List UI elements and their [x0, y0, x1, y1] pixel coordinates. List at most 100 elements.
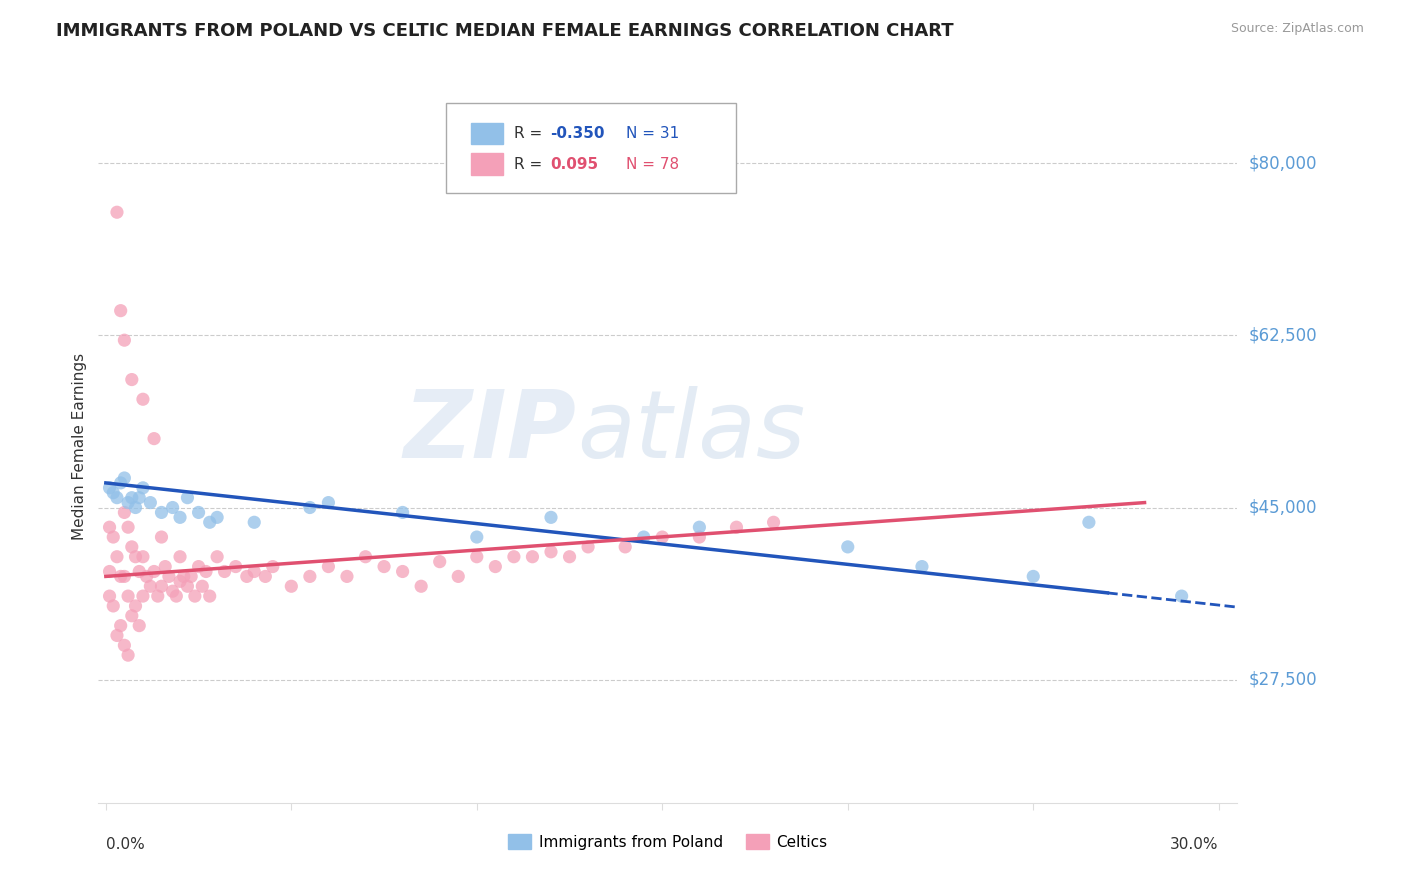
Point [98, 481, 121, 495]
Point [112, 333, 135, 347]
Point [132, 481, 155, 495]
Point [725, 520, 748, 534]
Point [688, 530, 710, 544]
Point [503, 549, 526, 564]
Point [112, 638, 135, 652]
Point [540, 510, 562, 524]
Legend: Immigrants from Poland, Celtics: Immigrants from Poland, Celtics [502, 828, 834, 855]
Point [173, 569, 195, 583]
Point [162, 584, 184, 599]
Text: -0.350: -0.350 [551, 126, 605, 141]
Point [184, 589, 207, 603]
Point [254, 569, 277, 583]
Point [110, 475, 132, 490]
Point [558, 549, 581, 564]
Point [121, 540, 143, 554]
Point [176, 579, 198, 593]
Point [169, 510, 191, 524]
Point [354, 549, 377, 564]
Point [1170, 589, 1192, 603]
Point [103, 530, 125, 544]
Point [112, 505, 135, 519]
Point [191, 579, 214, 593]
Text: $45,000: $45,000 [1249, 499, 1317, 516]
Point [124, 549, 146, 564]
Text: 30.0%: 30.0% [1170, 838, 1219, 852]
Point [117, 520, 139, 534]
Point [187, 505, 209, 519]
Point [614, 540, 637, 554]
Point [117, 589, 139, 603]
Point [103, 485, 125, 500]
Point [128, 565, 150, 579]
Text: ZIP: ZIP [404, 385, 576, 478]
Point [128, 618, 150, 632]
Point [391, 505, 413, 519]
Point [105, 205, 128, 219]
Point [243, 516, 266, 530]
Point [214, 565, 236, 579]
Y-axis label: Median Female Earnings: Median Female Earnings [72, 352, 87, 540]
Point [651, 530, 673, 544]
Text: $27,500: $27,500 [1249, 671, 1317, 689]
Point [112, 569, 135, 583]
Point [98, 520, 121, 534]
Point [105, 549, 128, 564]
Point [157, 569, 180, 583]
Point [336, 569, 359, 583]
Point [280, 579, 302, 593]
Point [465, 530, 488, 544]
Point [540, 545, 562, 559]
Point [298, 569, 321, 583]
Text: $80,000: $80,000 [1249, 154, 1317, 172]
Point [150, 579, 173, 593]
Text: IMMIGRANTS FROM POLAND VS CELTIC MEDIAN FEMALE EARNINGS CORRELATION CHART: IMMIGRANTS FROM POLAND VS CELTIC MEDIAN … [56, 22, 953, 40]
Point [139, 579, 162, 593]
Point [688, 520, 710, 534]
Point [1022, 569, 1045, 583]
Point [169, 549, 191, 564]
Point [146, 589, 169, 603]
Point [837, 540, 859, 554]
Point [243, 565, 266, 579]
Point [110, 303, 132, 318]
Point [150, 530, 173, 544]
Point [105, 628, 128, 642]
Point [105, 491, 128, 505]
Point [205, 510, 228, 524]
Point [176, 491, 198, 505]
Text: atlas: atlas [576, 386, 806, 477]
Point [180, 569, 202, 583]
Point [153, 559, 176, 574]
Text: 0.0%: 0.0% [105, 838, 145, 852]
Point [298, 500, 321, 515]
Point [198, 516, 221, 530]
Point [162, 500, 184, 515]
Point [121, 608, 143, 623]
Point [391, 565, 413, 579]
Point [132, 589, 155, 603]
Point [110, 618, 132, 632]
Point [121, 491, 143, 505]
Point [103, 599, 125, 613]
Point [1077, 516, 1099, 530]
Text: Source: ZipAtlas.com: Source: ZipAtlas.com [1230, 22, 1364, 36]
Point [169, 574, 191, 589]
Point [633, 530, 655, 544]
Point [465, 549, 488, 564]
Point [911, 559, 934, 574]
Point [143, 432, 166, 446]
Point [143, 565, 166, 579]
Text: N = 31: N = 31 [626, 126, 679, 141]
Text: $62,500: $62,500 [1249, 326, 1317, 344]
Point [225, 559, 247, 574]
Point [110, 569, 132, 583]
Point [124, 500, 146, 515]
Point [150, 505, 173, 519]
Point [195, 565, 218, 579]
Point [98, 565, 121, 579]
Point [318, 559, 340, 574]
Text: R =: R = [515, 126, 547, 141]
Point [124, 599, 146, 613]
Point [205, 549, 228, 564]
